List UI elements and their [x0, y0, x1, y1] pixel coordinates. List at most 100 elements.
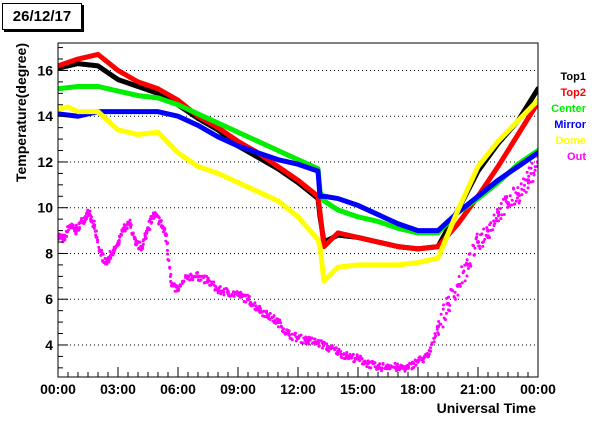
x-tick-label: 12:00	[280, 381, 316, 397]
cloud-point-out	[474, 237, 478, 241]
cloud-point-out	[460, 265, 464, 269]
cloud-point-out	[263, 315, 267, 319]
cloud-point-out	[339, 349, 343, 353]
cloud-point-out	[483, 237, 487, 241]
cloud-point-out	[222, 290, 226, 294]
series-cloud-out	[58, 155, 538, 373]
cloud-point-out	[462, 269, 466, 273]
cloud-point-out	[196, 270, 200, 274]
cloud-point-out	[345, 351, 349, 355]
cloud-point-out	[516, 186, 520, 190]
cloud-point-out	[412, 361, 416, 365]
cloud-point-out	[117, 242, 121, 246]
cloud-point-out	[365, 365, 369, 369]
series-line-dome	[58, 97, 538, 284]
cloud-point-out	[373, 361, 377, 365]
cloud-point-out	[427, 352, 431, 356]
cloud-point-out	[504, 199, 508, 203]
cloud-point-out	[310, 336, 314, 340]
cloud-point-out	[522, 188, 526, 192]
cloud-point-out	[520, 193, 524, 197]
cloud-point-out	[416, 360, 420, 364]
cloud-point-out	[517, 194, 521, 198]
cloud-point-out	[163, 233, 167, 237]
cloud-point-out	[207, 279, 211, 283]
cloud-point-out	[253, 301, 257, 305]
cloud-point-out	[66, 228, 70, 232]
cloud-point-out	[477, 244, 481, 248]
cloud-point-out	[176, 289, 180, 293]
cloud-point-out	[279, 321, 283, 325]
legend-entry-top1: Top1	[561, 71, 586, 83]
cloud-point-out	[499, 217, 503, 221]
cloud-point-out	[468, 252, 472, 256]
cloud-point-out	[287, 329, 291, 333]
cloud-point-out	[265, 309, 269, 313]
cloud-point-out	[254, 304, 258, 308]
cloud-point-out	[326, 344, 330, 348]
legend: Top1 Top2 Center Mirror Dome Out	[551, 71, 587, 163]
cloud-point-out	[278, 318, 282, 322]
cloud-point-out	[519, 182, 523, 186]
cloud-point-out	[466, 266, 470, 270]
cloud-point-out	[216, 291, 220, 295]
cloud-point-out	[434, 334, 438, 338]
cloud-point-out	[465, 258, 469, 262]
cloud-point-out	[138, 240, 142, 244]
cloud-point-out	[524, 178, 528, 182]
cloud-point-out	[165, 248, 169, 252]
cloud-point-out	[99, 249, 103, 253]
cloud-point-out	[123, 229, 127, 233]
cloud-point-out	[515, 196, 519, 200]
cloud-point-out	[352, 359, 356, 363]
series-layer	[58, 51, 538, 373]
cloud-point-out	[97, 245, 101, 249]
cloud-point-out	[380, 366, 384, 370]
cloud-point-out	[157, 221, 161, 225]
cloud-point-out	[109, 256, 113, 260]
cloud-point-out	[172, 282, 176, 286]
cloud-point-out	[404, 367, 408, 371]
cloud-point-out	[514, 191, 518, 195]
cloud-point-out	[187, 275, 191, 279]
cloud-point-out	[178, 283, 182, 287]
cloud-point-out	[343, 357, 347, 361]
cloud-point-out	[252, 303, 256, 307]
cloud-point-out	[327, 349, 331, 353]
cloud-point-out	[189, 273, 193, 277]
cloud-point-out	[510, 203, 514, 207]
cloud-point-out	[65, 234, 69, 238]
chart-title: 26/12/17	[2, 3, 82, 30]
cloud-point-out	[232, 294, 236, 298]
cloud-point-out	[210, 282, 214, 286]
cloud-point-out	[95, 235, 99, 239]
cloud-point-out	[334, 346, 338, 350]
cloud-point-out	[283, 332, 287, 336]
cloud-point-out	[463, 263, 467, 267]
cloud-point-out	[321, 344, 325, 348]
x-tick-label: 06:00	[160, 381, 196, 397]
cloud-point-out	[458, 284, 462, 288]
cloud-point-out	[157, 216, 161, 220]
cloud-point-out	[108, 249, 112, 253]
cloud-point-out	[168, 275, 172, 279]
cloud-point-out	[465, 261, 469, 265]
cloud-point-out	[129, 223, 133, 227]
cloud-point-out	[129, 225, 133, 229]
cloud-point-out	[272, 314, 276, 318]
cloud-point-out	[445, 302, 449, 306]
y-tick-label: 16	[37, 62, 53, 78]
data-point-out	[486, 228, 490, 233]
cloud-point-out	[508, 194, 512, 198]
cloud-point-out	[274, 321, 278, 325]
cloud-point-out	[530, 161, 534, 165]
series-points-out	[58, 155, 538, 373]
cloud-point-out	[121, 229, 125, 233]
cloud-point-out	[532, 171, 536, 175]
cloud-point-out	[495, 207, 499, 211]
cloud-point-out	[141, 242, 145, 246]
cloud-point-out	[351, 352, 355, 356]
cloud-point-out	[131, 232, 135, 236]
cloud-point-out	[453, 290, 457, 294]
y-tick-label: 10	[37, 200, 53, 216]
